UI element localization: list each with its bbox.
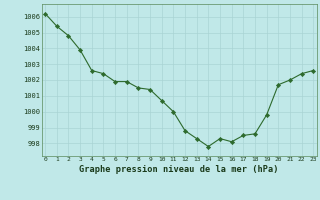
X-axis label: Graphe pression niveau de la mer (hPa): Graphe pression niveau de la mer (hPa): [79, 165, 279, 174]
